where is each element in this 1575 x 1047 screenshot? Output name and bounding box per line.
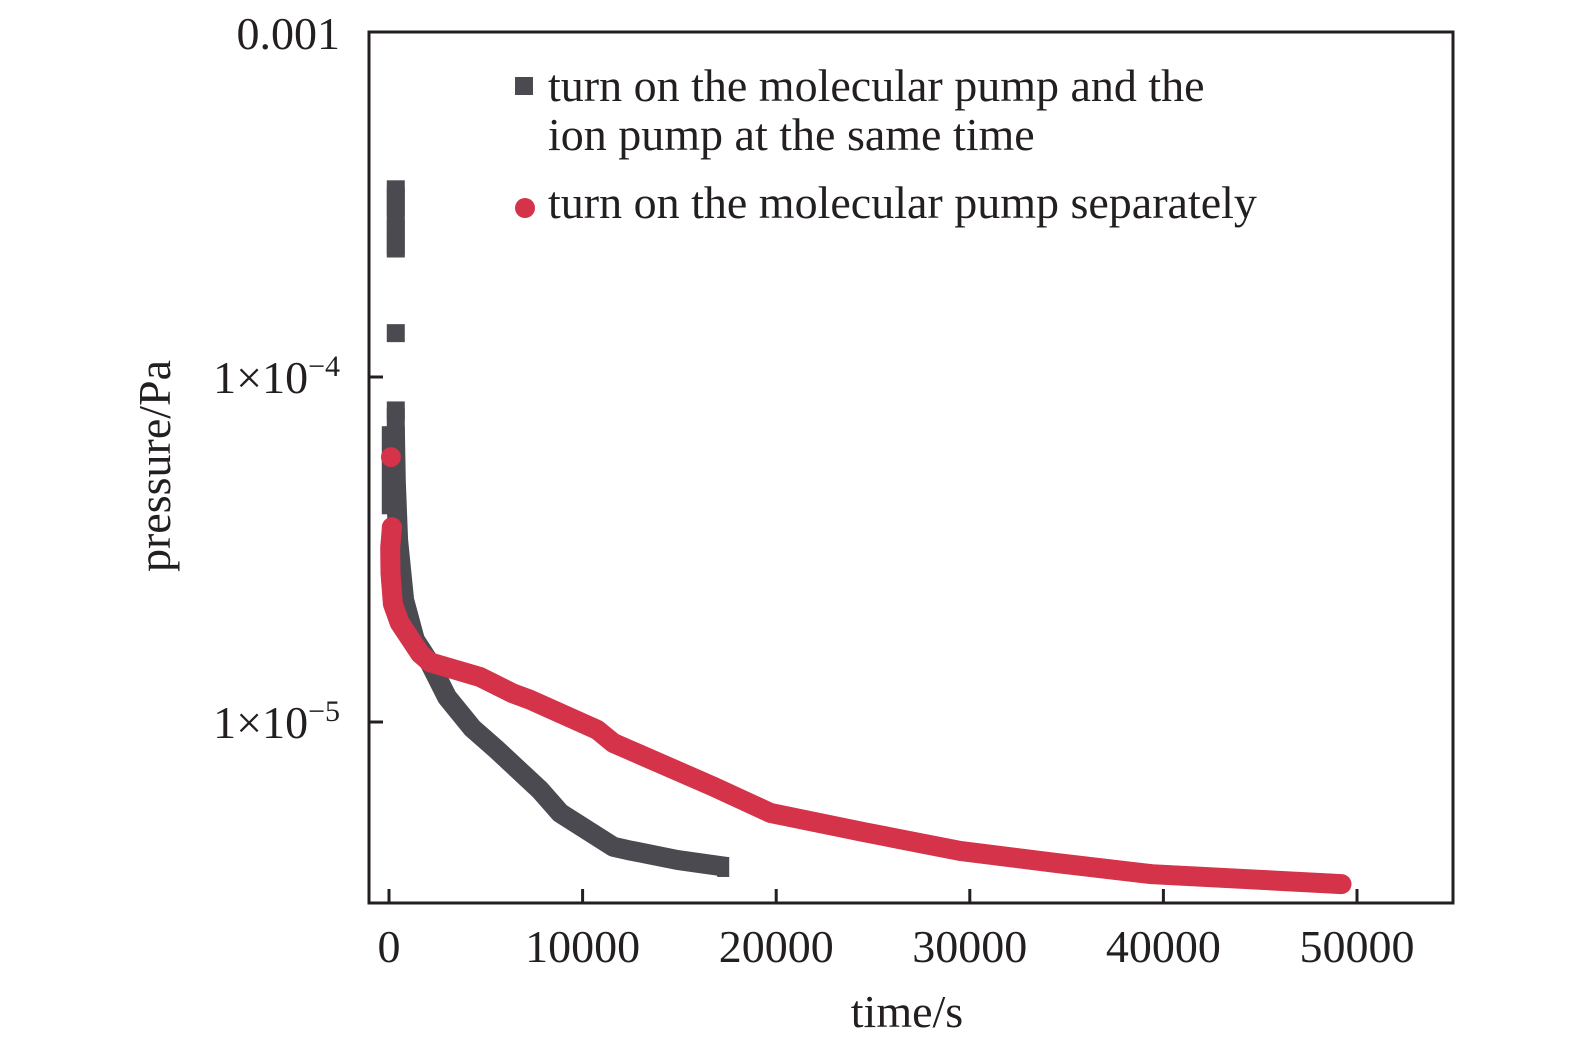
y-axis: 0.001 1×10−4 1×10−5: [213, 8, 383, 748]
x-tick-label: 50000: [1300, 921, 1415, 972]
plot-area: [380, 180, 1352, 895]
y-tick-label: 1×10−4: [213, 350, 340, 403]
series-line-separately: [380, 517, 1352, 895]
x-axis: 0 10000 20000 30000 40000 50000: [378, 889, 1415, 972]
legend-marker-square: [515, 77, 533, 95]
x-axis-title: time/s: [851, 986, 963, 1037]
x-tick-label: 10000: [525, 921, 640, 972]
series-line-same-time: [384, 426, 729, 877]
x-tick-label: 40000: [1106, 921, 1221, 972]
legend-label-series-1-line-1: turn on the molecular pump and the: [548, 60, 1205, 111]
legend-label-series-2: turn on the molecular pump separately: [548, 177, 1257, 228]
axes-frame: [367, 30, 1455, 905]
legend-label-series-1-line-2: ion pump at the same time: [548, 109, 1035, 160]
data-point-cluster: [386, 187, 405, 258]
data-point-cluster: [381, 426, 392, 515]
data-point-square: [717, 856, 730, 877]
data-point-square: [386, 324, 405, 343]
x-tick-label: 0: [378, 921, 401, 972]
y-axis-title: pressure/Pa: [129, 360, 180, 572]
y-tick-label: 1×10−5: [213, 695, 340, 748]
data-point-circle: [381, 517, 402, 538]
legend-marker-circle: [515, 198, 535, 218]
x-tick-label: 30000: [912, 921, 1027, 972]
x-tick-label: 20000: [719, 921, 834, 972]
y-tick-label: 0.001: [237, 8, 341, 59]
data-point-circle: [380, 447, 401, 468]
series-2: [380, 447, 1352, 895]
legend: turn on the molecular pump and the ion p…: [515, 60, 1257, 228]
